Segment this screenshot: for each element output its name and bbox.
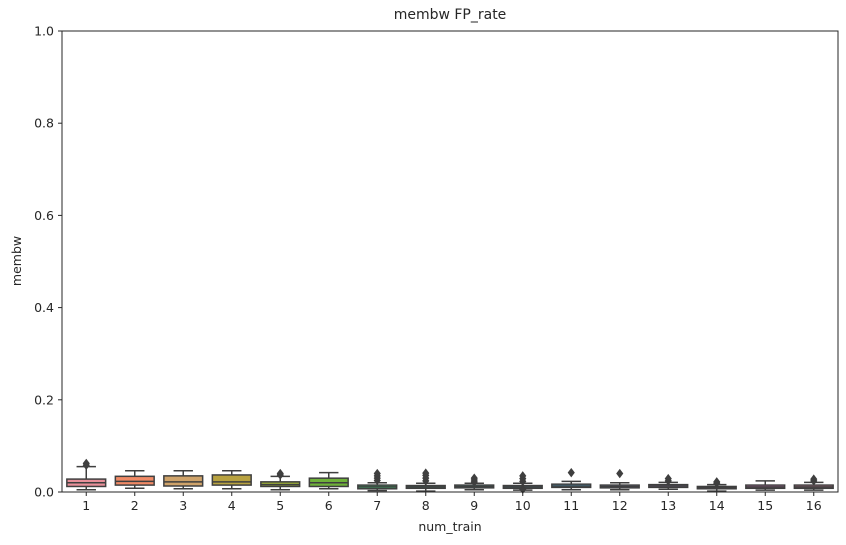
plot-frame bbox=[61, 30, 839, 493]
x-tick-label: 3 bbox=[179, 498, 187, 513]
x-tick-label: 5 bbox=[276, 498, 284, 513]
x-tick-label: 14 bbox=[709, 498, 725, 513]
x-axis-label: num_train bbox=[418, 519, 481, 534]
box-outlier bbox=[373, 468, 381, 479]
y-tick-label: 0.4 bbox=[34, 300, 54, 315]
box-group-10 bbox=[502, 471, 543, 494]
y-tick-label: 0.6 bbox=[34, 208, 54, 223]
box-group-11 bbox=[551, 467, 592, 491]
box-group-6 bbox=[308, 471, 349, 490]
x-tick-label: 10 bbox=[515, 498, 531, 513]
box-outlier bbox=[519, 471, 527, 481]
box-group-13 bbox=[648, 473, 689, 490]
x-tick-label: 7 bbox=[373, 498, 381, 513]
box-outlier bbox=[567, 467, 575, 478]
y-tick-label: 0.8 bbox=[34, 116, 54, 131]
x-tick-label: 1 bbox=[82, 498, 90, 513]
y-tick-label: 0.2 bbox=[34, 392, 54, 407]
y-axis-label: membw bbox=[9, 236, 24, 286]
box-group-8 bbox=[405, 468, 446, 492]
x-tick-label: 2 bbox=[131, 498, 139, 513]
box-group-4 bbox=[211, 470, 252, 490]
box-outlier bbox=[82, 458, 90, 469]
box-outlier bbox=[470, 473, 478, 483]
y-tick-label: 1.0 bbox=[34, 24, 54, 39]
box-body bbox=[163, 475, 204, 487]
box-group-1 bbox=[66, 458, 107, 491]
box-outlier bbox=[276, 468, 284, 479]
box-group-5 bbox=[260, 468, 301, 491]
box-group-16 bbox=[793, 474, 834, 491]
box-group-7 bbox=[357, 468, 398, 492]
x-axis: 1 2 3 4 5 6 7 8 9 10 11 12 13 14 15 16 bbox=[82, 492, 822, 513]
box-group-2 bbox=[114, 470, 155, 490]
x-tick-label: 12 bbox=[612, 498, 628, 513]
box-group-3 bbox=[163, 470, 204, 490]
plot-area bbox=[66, 458, 834, 494]
box-outlier bbox=[664, 473, 672, 484]
x-tick-label: 11 bbox=[563, 498, 579, 513]
chart-title: membw FP_rate bbox=[394, 7, 507, 23]
x-tick-label: 15 bbox=[757, 498, 773, 513]
box-group-14 bbox=[696, 477, 737, 492]
y-tick-label: 0.0 bbox=[34, 485, 54, 500]
y-axis: 0.0 0.2 0.4 0.6 0.8 1.0 bbox=[34, 24, 62, 500]
x-tick-label: 9 bbox=[470, 498, 478, 513]
box-group-12 bbox=[599, 468, 640, 491]
box-outlier bbox=[616, 468, 624, 479]
box-outlier bbox=[713, 477, 721, 487]
x-tick-label: 6 bbox=[325, 498, 333, 513]
x-tick-label: 4 bbox=[228, 498, 236, 513]
box-group-9 bbox=[454, 473, 495, 491]
x-tick-label: 8 bbox=[422, 498, 430, 513]
box-group-15 bbox=[745, 480, 786, 491]
x-tick-label: 13 bbox=[660, 498, 676, 513]
box-outlier bbox=[422, 468, 430, 478]
box-outlier bbox=[810, 474, 818, 484]
box-body bbox=[211, 474, 252, 486]
x-tick-label: 16 bbox=[806, 498, 822, 513]
